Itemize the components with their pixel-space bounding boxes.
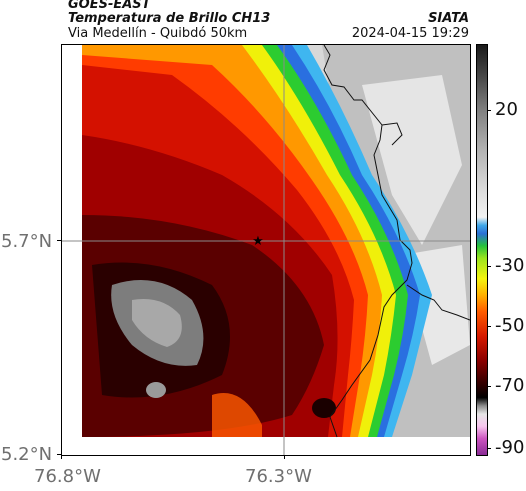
lat-tick-label: 5.2°N	[1, 444, 53, 465]
colorbar-tick	[487, 448, 491, 449]
product-title: Temperatura de Brillo CH13	[68, 11, 271, 26]
colorbar-tick	[487, 266, 491, 267]
colorbar	[476, 44, 488, 456]
lon-tick	[61, 455, 62, 459]
colorbar-label: 20	[495, 99, 518, 120]
colorbar-label: -50	[495, 315, 525, 336]
no-data-bottom	[62, 437, 470, 455]
warm-patch	[212, 393, 262, 437]
location-star-icon: ★	[252, 234, 264, 249]
colorbar-tick	[487, 326, 491, 327]
border-line-2	[381, 122, 403, 146]
location-subtitle: Via Medellín - Quibdó 50km	[68, 26, 248, 41]
cold-cell-dark	[312, 398, 336, 418]
lat-tick	[57, 240, 61, 241]
brightness-temperature-map: ★	[62, 45, 470, 455]
timestamp: 2024-04-15 19:29	[351, 26, 469, 41]
cold-cell-small	[146, 382, 166, 398]
border-line	[323, 45, 413, 438]
satellite-label: GOES-EAST	[68, 0, 151, 12]
colorbar-label: -70	[495, 375, 525, 396]
cloud-bright-patch	[362, 75, 462, 245]
lon-tick-label: 76.3°W	[245, 466, 312, 487]
no-data-left	[62, 45, 82, 455]
organization-label: SIATA	[428, 11, 469, 26]
map-panel: ★	[61, 44, 471, 456]
colorbar-label: -90	[495, 437, 525, 458]
lon-tick-label: 76.8°W	[34, 466, 101, 487]
border-line-3	[406, 284, 470, 321]
colorbar-label: -30	[495, 255, 525, 276]
lat-tick	[57, 454, 61, 455]
lat-tick-label: 5.7°N	[1, 231, 53, 252]
colorbar-tick	[487, 110, 491, 111]
cold-core-light	[132, 299, 182, 347]
colorbar-tick	[487, 386, 491, 387]
lon-tick	[284, 455, 285, 459]
